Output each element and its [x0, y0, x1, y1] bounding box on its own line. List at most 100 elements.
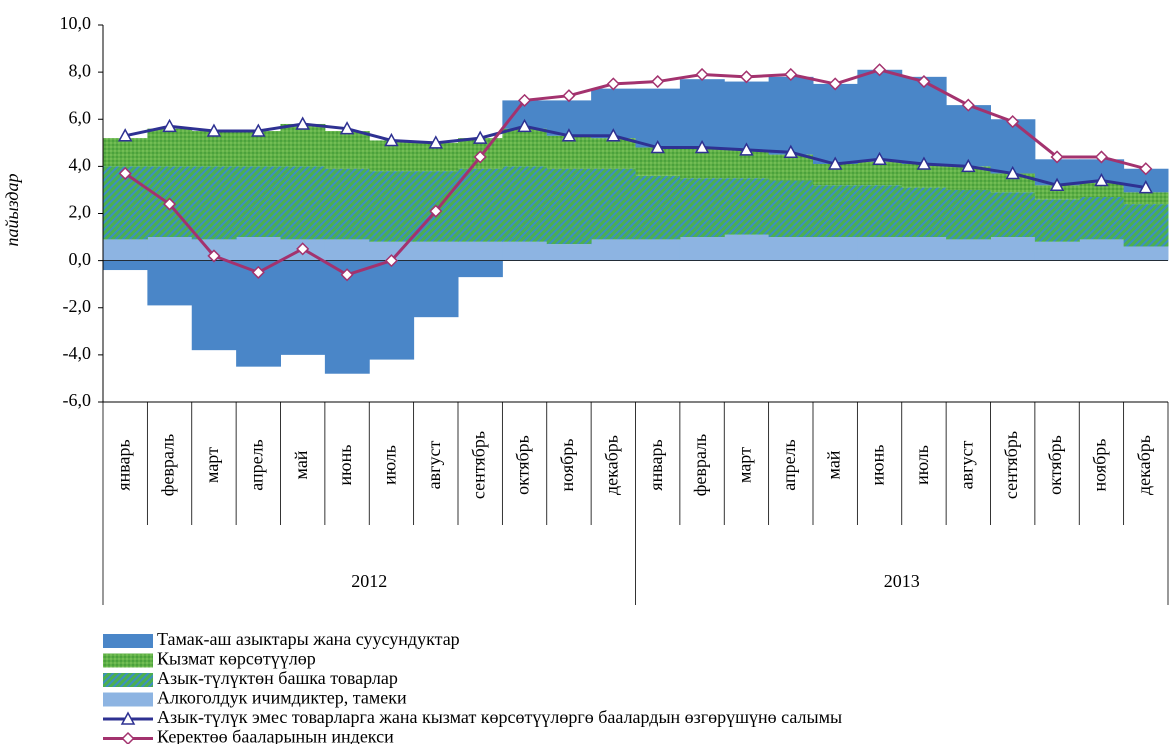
x-tick-label: июнь: [335, 445, 355, 486]
line-marker: [650, 139, 665, 154]
bar-segment: [191, 260, 237, 351]
bar-segment: [236, 166, 281, 238]
bar-segment: [103, 260, 148, 271]
x-tick-label: август: [424, 441, 444, 490]
x-tick-label: июль: [912, 445, 932, 485]
bar-segment: [280, 123, 326, 167]
line-marker: [739, 70, 753, 84]
y-axis-label: пайыздар: [2, 173, 22, 246]
line-marker: [295, 116, 310, 130]
bar-segment: [369, 260, 415, 360]
bar-segment: [1079, 182, 1125, 198]
bar-segment: [1034, 199, 1080, 242]
year-label: 2013: [884, 571, 920, 591]
line-marker: [1139, 162, 1153, 176]
bar-segment: [635, 239, 681, 261]
bar-segment: [324, 168, 370, 240]
line-marker: [251, 265, 265, 279]
bar-segment: [591, 168, 636, 240]
bar-segment: [768, 237, 814, 261]
legend-label: Кызмат көрсөтүүлөр: [157, 649, 316, 669]
bar-segment: [369, 171, 415, 242]
line-marker: [162, 118, 177, 133]
bar-segment: [1123, 246, 1169, 261]
bar-segment: [768, 154, 814, 181]
x-tick-label: февраль: [690, 434, 710, 497]
line-marker: [916, 156, 932, 170]
bar-segment: [857, 69, 903, 162]
line-marker: [561, 128, 577, 142]
line-marker: [473, 150, 487, 164]
line-marker: [251, 123, 266, 137]
bar-segment: [103, 239, 148, 261]
bar-segment: [502, 241, 548, 261]
x-tick-label: апрель: [246, 439, 266, 491]
bar-segment: [990, 237, 1036, 261]
y-tick-label: 4,0: [69, 155, 92, 175]
bar-segment: [768, 180, 814, 238]
legend-swatch: [103, 692, 153, 707]
bar-segment: [901, 164, 947, 188]
bar-segment: [147, 260, 193, 306]
bar-segment: [990, 192, 1036, 238]
x-tick-label: октябрь: [1045, 435, 1065, 495]
bar-segment: [724, 178, 770, 235]
legend-swatch: [103, 634, 153, 648]
x-tick-label: ноябрь: [557, 439, 577, 492]
bar-segment: [724, 234, 770, 261]
line-marker: [339, 121, 355, 135]
bar-segment: [458, 260, 503, 278]
line-marker: [384, 132, 399, 147]
line: [124, 122, 1147, 190]
x-tick-label: сентябрь: [1001, 431, 1021, 499]
bar-segment: [1079, 239, 1125, 261]
bar-segment: [901, 187, 947, 238]
legend-label: Тамак-аш азыктары жана суусундуктар: [157, 629, 460, 649]
bar-segment: [324, 131, 370, 169]
y-tick-label: 8,0: [69, 60, 92, 80]
line-marker: [207, 249, 221, 263]
x-tick-label: октябрь: [513, 435, 533, 495]
bar-segment: [768, 76, 814, 155]
line-marker: [118, 166, 132, 181]
bar-segment: [901, 237, 947, 261]
line-marker: [695, 67, 709, 82]
bar-segment: [679, 79, 725, 148]
bar-segment: [591, 239, 636, 261]
line-marker: [163, 197, 177, 211]
bar-segment: [1079, 159, 1125, 183]
legend-label: Алкоголдук ичимдиктер, тамеки: [157, 688, 407, 708]
bar-segment: [679, 237, 725, 261]
line-marker: [517, 118, 532, 133]
bar-segment: [147, 237, 193, 261]
line-marker: [518, 93, 532, 107]
bar-segment: [458, 168, 503, 242]
bar-segment: [857, 237, 903, 261]
y-tick-label: -4,0: [63, 343, 92, 363]
bar-segment: [901, 76, 947, 165]
bar-segment: [946, 239, 991, 261]
bar-segment: [236, 237, 281, 261]
x-tick-label: январь: [646, 439, 666, 490]
y-tick-label: -6,0: [63, 390, 92, 410]
year-label: 2012: [351, 571, 387, 591]
bar-segment: [990, 119, 1036, 174]
line-marker: [384, 254, 398, 268]
bar-segment: [813, 237, 858, 261]
bar-segment: [635, 175, 681, 240]
line-marker: [1006, 115, 1020, 129]
bar-segment: [103, 138, 148, 167]
bar-segment: [1034, 241, 1080, 261]
x-tick-label: февраль: [158, 434, 178, 497]
line-marker: [828, 77, 842, 91]
x-tick-label: май: [823, 450, 843, 479]
bar-segment: [813, 83, 858, 165]
bar-segment: [946, 166, 991, 190]
line-marker: [739, 142, 754, 156]
line-marker: [961, 158, 976, 173]
line-marker: [562, 89, 576, 103]
x-tick-label: март: [735, 447, 755, 483]
bar-segment: [280, 260, 326, 355]
line-marker: [1094, 150, 1109, 164]
